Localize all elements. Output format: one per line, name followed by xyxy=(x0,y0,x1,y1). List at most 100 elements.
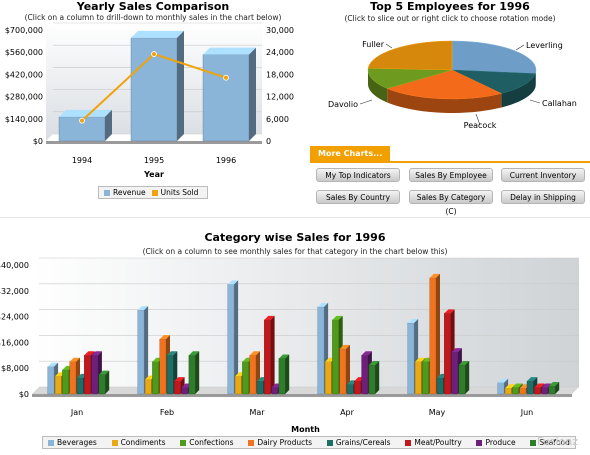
top5-chart-title: Top 5 Employees for 1996 xyxy=(370,0,530,13)
pie-slice-side[interactable] xyxy=(387,88,502,113)
sales-by-category-button[interactable]: Sales By Category (C) xyxy=(409,190,493,216)
category-bar[interactable] xyxy=(278,354,290,395)
category-bar[interactable] xyxy=(548,381,560,395)
pie-slice-side[interactable] xyxy=(368,70,388,103)
legend-item[interactable]: Produce xyxy=(476,438,516,447)
swatch-icon xyxy=(151,189,158,196)
pie-slice-side[interactable] xyxy=(501,73,536,108)
pie-slice[interactable] xyxy=(451,40,537,74)
category-bar[interactable] xyxy=(137,306,149,395)
more-charts-tab[interactable]: More Charts... xyxy=(310,146,391,162)
y-tick-label: $8,000 xyxy=(1,364,29,373)
my-top-indicators-button[interactable]: My Top Indicators xyxy=(316,168,400,182)
more-charts-divider xyxy=(310,161,590,163)
legend-item[interactable]: Beverages xyxy=(48,438,97,447)
y-tick-label: $0 xyxy=(19,390,29,399)
units-sold-point[interactable] xyxy=(223,74,229,81)
yearly-sales-panel: Yearly Sales Comparison (Click on a colu… xyxy=(0,0,306,212)
category-bar[interactable] xyxy=(368,360,380,395)
legend-item[interactable]: Dairy Products xyxy=(248,438,312,447)
swatch-icon xyxy=(48,439,54,446)
legend-label: Confections xyxy=(189,438,234,447)
units-sold-point[interactable] xyxy=(151,51,157,57)
pie-label: Leverling xyxy=(526,41,563,50)
yearly-chart-canvas[interactable]: $0 $140,000 $280,000 $420,000 $560,000 $700,0… xyxy=(0,0,306,212)
category-bar[interactable] xyxy=(227,280,239,395)
legend-item[interactable]: Condiments xyxy=(111,438,166,447)
delay-in-shipping-button[interactable]: Delay in Shipping xyxy=(501,190,585,204)
category-bar[interactable] xyxy=(264,315,275,395)
legend-item[interactable]: Confections xyxy=(180,438,234,447)
swatch-icon xyxy=(180,439,187,446)
y-tick-label: $420,000 xyxy=(5,70,43,79)
legend-item[interactable]: Meat/Poultry xyxy=(405,438,462,447)
y-tick-label: $16,000 xyxy=(0,338,29,347)
pie-slice[interactable] xyxy=(367,67,453,89)
legend-label: Seafood xyxy=(539,438,570,447)
pie-label-line xyxy=(359,99,373,105)
units-sold-point[interactable] xyxy=(79,117,85,124)
pie-label: Callahan xyxy=(542,99,577,108)
plot-floor xyxy=(32,387,579,394)
legend-label: Condiments xyxy=(120,438,166,447)
more-charts-panel: More Charts... My Top Indicators Sales B… xyxy=(310,146,590,216)
y-tick-label: $140,000 xyxy=(5,115,43,124)
pie-slice[interactable] xyxy=(386,69,503,100)
legend-label: Beverages xyxy=(57,438,97,447)
y-tick-label: $24,000 xyxy=(0,313,29,322)
x-axis-title: Year xyxy=(143,170,164,179)
category-chart-canvas[interactable]: $0 $8,000 $16,000 $24,000 $32,000 $40,000 Jan F… xyxy=(0,218,590,455)
category-chart-title: Category wise Sales for 1996 xyxy=(204,231,386,244)
yearly-legend: Revenue Units Sold xyxy=(98,186,208,199)
legend-label: Grains/Cereals xyxy=(335,438,391,447)
legend-label: Units Sold xyxy=(160,188,199,197)
y-tick-label: $32,000 xyxy=(0,287,29,296)
revenue-bar[interactable] xyxy=(58,109,112,142)
top5-chart-subtitle: (Click to slice out or right click to ch… xyxy=(344,14,556,23)
legend-item-units[interactable]: Units Sold xyxy=(151,188,199,197)
revenue-bar[interactable] xyxy=(202,47,256,142)
x-tick-label: 1994 xyxy=(72,156,92,165)
pie-label: Peacock xyxy=(464,121,497,130)
top-employees-panel: Top 5 Employees for 1996 (Click to slice… xyxy=(310,0,590,145)
watermark-text: Fusionz xyxy=(537,435,578,448)
swatch-icon xyxy=(530,439,537,446)
legend-item-revenue[interactable]: Revenue xyxy=(104,188,146,197)
legend-item[interactable]: Grains/Cereals xyxy=(326,438,391,447)
swatch-icon xyxy=(111,439,118,446)
swatch-icon xyxy=(248,439,255,446)
legend-label: Produce xyxy=(485,438,516,447)
watermark-logo: Fusionz xyxy=(537,435,578,448)
y2-tick-label: 12,000 xyxy=(266,93,294,102)
legend-label: Revenue xyxy=(113,188,146,197)
sales-by-country-button[interactable]: Sales By Country xyxy=(316,190,400,204)
x-tick-label: Apr xyxy=(340,408,355,417)
yearly-chart-subtitle: (Click on a column to drill-down to mont… xyxy=(24,13,282,22)
pie-slice[interactable] xyxy=(367,40,453,71)
category-bar[interactable] xyxy=(188,351,200,395)
category-bar[interactable] xyxy=(339,344,350,395)
category-legend: Beverages Condiments Confections Dairy Prod… xyxy=(42,436,576,449)
legend-item[interactable]: Seafood xyxy=(530,438,570,447)
category-bar[interactable] xyxy=(429,273,440,395)
y2-tick-label: 0 xyxy=(266,137,271,146)
x-tick-label: May xyxy=(429,408,446,417)
y-tick-label: $560,000 xyxy=(5,48,43,57)
yearly-chart-title: Yearly Sales Comparison xyxy=(76,0,230,13)
pie-label-line xyxy=(529,99,541,104)
sales-by-employee-button[interactable]: Sales By Employee xyxy=(409,168,493,182)
swatch-icon xyxy=(104,189,110,196)
category-bar[interactable] xyxy=(98,370,110,395)
swatch-icon xyxy=(326,439,333,446)
x-tick-label: Jun xyxy=(520,408,534,417)
x-tick-label: Feb xyxy=(160,408,174,417)
top5-pie-canvas[interactable]: Leverling Callahan Peacock Davolio Fuller xyxy=(310,0,590,145)
category-bar[interactable] xyxy=(458,360,470,395)
pie-slice[interactable] xyxy=(451,69,536,94)
current-inventory-button[interactable]: Current Inventory xyxy=(501,168,585,182)
y2-tick-label: 18,000 xyxy=(266,70,294,79)
x-axis-title: Month xyxy=(291,425,320,434)
revenue-bar[interactable] xyxy=(130,30,184,142)
swatch-icon xyxy=(476,439,483,446)
pie-slice-side[interactable] xyxy=(535,70,536,88)
